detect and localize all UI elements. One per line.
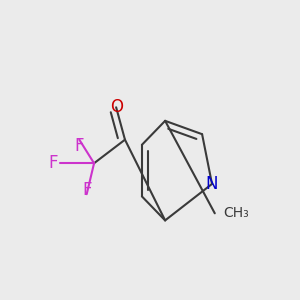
Text: F: F bbox=[48, 154, 58, 172]
Text: CH₃: CH₃ bbox=[224, 206, 249, 220]
Text: F: F bbox=[82, 181, 92, 199]
Text: N: N bbox=[206, 175, 218, 193]
Text: O: O bbox=[110, 98, 123, 116]
Text: F: F bbox=[75, 136, 84, 154]
